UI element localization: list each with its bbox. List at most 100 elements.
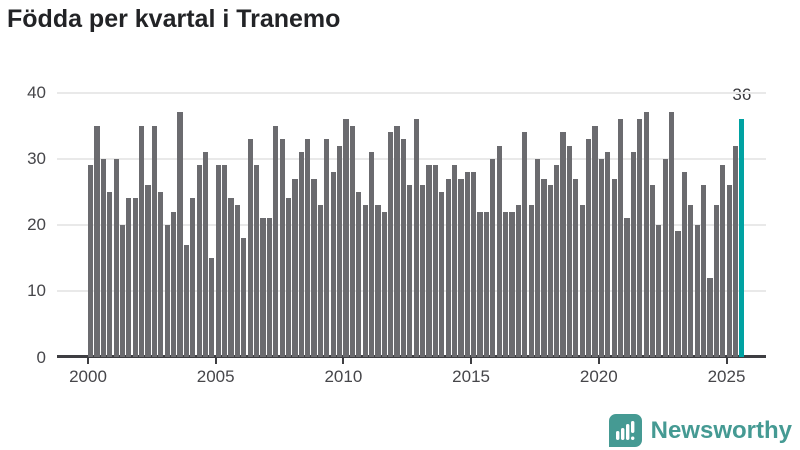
x-axis-tick: [87, 357, 89, 364]
bar: [305, 138, 311, 357]
x-tick-label: 2025: [707, 367, 746, 386]
newsworthy-logo: Newsworthy: [608, 414, 792, 450]
bar: [222, 165, 228, 357]
bar: [151, 125, 158, 357]
bar: [171, 211, 177, 357]
bar: [190, 198, 196, 357]
bar: [726, 185, 732, 357]
bar: [343, 119, 349, 357]
bar: [528, 205, 534, 357]
bar: [688, 205, 694, 357]
bar: [177, 112, 183, 357]
bar: [183, 244, 189, 357]
bar: [273, 125, 279, 357]
y-tick-label: 0: [36, 347, 46, 367]
bar: [490, 158, 496, 357]
bar: [298, 152, 304, 357]
bar: [209, 257, 215, 358]
bar: [88, 165, 94, 357]
bar: [503, 211, 509, 357]
newsworthy-speech-bubble-bar-chart-icon: [608, 414, 642, 450]
bar: [554, 165, 560, 357]
bar: [426, 165, 432, 357]
bar: [579, 205, 585, 357]
bar: [292, 178, 298, 357]
bar: [483, 211, 490, 357]
bar: [407, 185, 413, 357]
bar: [279, 138, 285, 357]
bar: [94, 125, 100, 357]
bar: [381, 211, 387, 357]
bar: [145, 185, 151, 357]
bar: [375, 205, 381, 357]
bar: [700, 185, 707, 357]
gridline: [57, 91, 766, 94]
bar: [113, 158, 119, 357]
bar: [458, 178, 464, 357]
bar: [356, 191, 362, 358]
bar: [573, 178, 579, 357]
bar: [471, 171, 477, 357]
bar: [739, 119, 745, 357]
chart-title: Födda per kvartal i Tranemo: [7, 5, 341, 33]
bar: [432, 165, 438, 357]
bar: [598, 158, 604, 357]
bar: [158, 191, 164, 358]
bar: [707, 277, 713, 357]
bar: [477, 211, 483, 357]
bar: [439, 191, 445, 358]
bar: [324, 138, 330, 357]
bar: [266, 218, 272, 357]
bar: [100, 158, 106, 357]
x-axis-tick: [214, 357, 217, 364]
bar: [362, 205, 368, 357]
bar: [662, 158, 668, 357]
bar: [617, 119, 624, 357]
bar: [215, 165, 221, 357]
y-tick-label: 40: [27, 83, 46, 103]
bar: [260, 218, 266, 357]
y-tick-label: 10: [27, 281, 46, 301]
bar: [241, 238, 247, 357]
bar: [649, 185, 656, 357]
newsworthy-logo-text: Newsworthy: [650, 416, 792, 444]
bar: [496, 145, 502, 357]
bar: [234, 205, 241, 357]
x-axis-tick: [470, 357, 473, 364]
y-tick-label: 30: [27, 149, 46, 169]
bar: [522, 132, 528, 357]
bar: [637, 119, 643, 357]
bar: [368, 152, 375, 357]
bar: [656, 224, 662, 357]
bar: [509, 211, 515, 357]
bar: [196, 165, 202, 357]
bar: [611, 178, 617, 357]
x-tick-label: 2005: [196, 367, 235, 386]
bar: [720, 165, 726, 357]
bar: [624, 218, 630, 357]
bar: [541, 178, 547, 357]
bar: [119, 224, 126, 357]
bar: [592, 125, 598, 357]
y-tick-label: 20: [27, 215, 46, 235]
bar: [547, 185, 553, 357]
bar: [566, 145, 573, 357]
bar: [669, 112, 675, 357]
x-axis-tick: [725, 357, 728, 364]
bar: [107, 191, 113, 358]
bar: [254, 165, 260, 357]
bar: [394, 125, 400, 357]
bar: [451, 165, 458, 357]
x-tick-label: 2010: [324, 367, 363, 386]
bar: [285, 198, 292, 357]
bar: [317, 205, 324, 357]
bar: [413, 119, 419, 357]
x-tick-label: 2000: [69, 367, 107, 386]
bar: [139, 125, 145, 357]
bar: [420, 185, 426, 357]
bar: [330, 171, 336, 357]
bar: [713, 205, 719, 357]
bar: [464, 171, 470, 357]
